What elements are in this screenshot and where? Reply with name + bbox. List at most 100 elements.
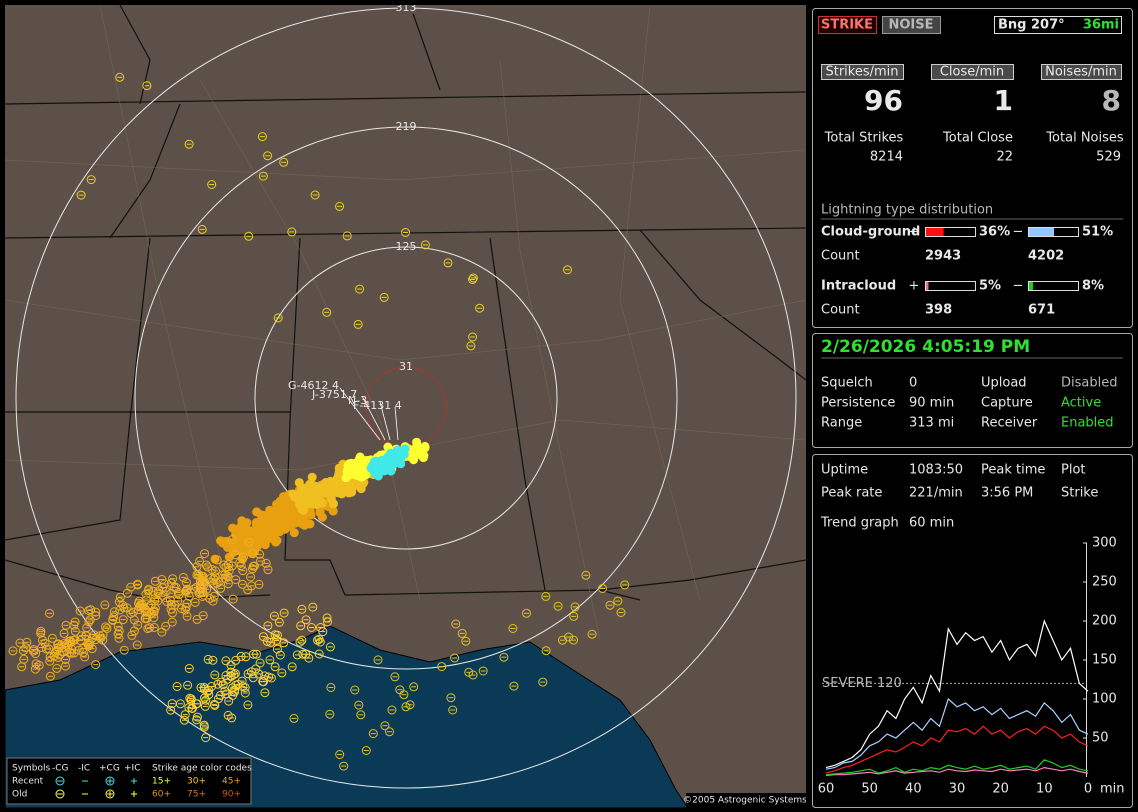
strike-symbol [230,669,240,679]
strike-symbol [468,670,478,680]
strike-symbol [86,605,96,615]
count-label: Count [821,249,860,264]
rate-label-box [931,64,1014,80]
strike-symbol [138,600,147,610]
strike-symbol [385,727,394,737]
strike-symbol [245,536,255,546]
strike-symbol [115,72,125,82]
strike-symbol [203,562,213,572]
strike-symbol [379,292,389,302]
strike-symbol [348,483,358,493]
ring-label: 125 [396,240,417,253]
strike-symbol [122,588,132,598]
strike-button-label[interactable]: STRIKE [821,18,873,33]
strike-symbol [443,258,453,268]
strike-symbol [316,488,326,498]
strike-symbol [322,613,332,623]
strike-button[interactable] [818,16,877,34]
strike-symbol [310,190,320,200]
strike-symbol [361,746,371,755]
strike-symbol [261,558,271,568]
noise-button[interactable] [882,16,941,34]
strike-symbol [75,606,85,616]
strike-symbol [132,640,142,650]
info-field: Peak rate [821,486,882,501]
strike-symbol [361,470,371,480]
strike-symbol [266,637,276,647]
percent-label: 36% [979,225,1010,240]
info-field: Uptime [821,463,868,478]
y-tick-label: 50 [1092,731,1109,746]
strike-symbol [265,505,275,515]
strike-symbol [207,180,217,189]
total-label: Total Noises [1045,131,1124,146]
strike-symbol [279,608,289,618]
map: 313 219 125 31 G-4612 4 J-3751 7 N-3 F-4… [5,5,806,808]
strike-symbol [468,273,478,283]
strike-symbol [569,635,578,645]
strike-symbol [62,639,72,649]
strike-symbol [247,581,257,591]
status-field: 0 [909,376,917,391]
strike-symbol [66,637,76,647]
strike-symbol [167,617,177,627]
strike-symbol [387,705,397,715]
strike-symbol [201,695,211,705]
strike-symbol [192,570,202,580]
strike-symbol [281,500,290,510]
strike-symbol [263,151,273,161]
rate-label-box [1041,64,1122,80]
strike-symbol [272,644,282,654]
legend-text: Recent [12,777,44,787]
strike-symbol [214,694,223,704]
strike-symbol [401,228,410,237]
noise-button-label[interactable]: NOISE [888,18,933,33]
strike-symbol [183,680,193,690]
x-tick-label: 20 [992,782,1009,797]
trend-line [825,759,1089,776]
strike-symbol [194,588,204,598]
bearing-box [994,16,1122,34]
strike-symbol [598,584,607,593]
strike-symbol [569,611,579,621]
strike-symbol [227,535,237,545]
strike-symbol [198,611,208,621]
strike-label: G-4612 4 [288,379,339,392]
strike-symbol [277,668,287,678]
legend-text: +CG [99,764,120,774]
strike-symbol [297,500,307,510]
strike-symbol [318,627,328,637]
strike-symbol [313,635,322,645]
strike-symbol [274,617,284,627]
strike-symbol [451,619,461,629]
strike-symbol [308,602,318,612]
strike-symbol [143,624,153,634]
strike-symbol [231,655,241,665]
strike-symbol [270,662,280,672]
strike-symbol [558,635,567,645]
strike-symbol [620,580,630,590]
x-tick-label: 0 [1084,782,1092,797]
roads [5,5,806,641]
sign: − [1013,279,1024,294]
strike-symbol [165,595,175,605]
strike-label: F-4131 4 [353,399,402,412]
strike-symbol [212,555,222,565]
strike-symbol [373,655,383,665]
strike-symbol [181,577,191,587]
strike-symbol [209,591,219,601]
strike-symbol [258,632,268,642]
strike-symbol [289,713,299,723]
strike-symbol [247,667,256,677]
status-field: Receiver [981,416,1038,431]
map-legend: Symbols -CG -IC +CG +IC Strike age color… [6,757,252,805]
strike-symbol [457,628,467,638]
strike-label: J-3751 7 [311,388,357,401]
strike-symbol [246,572,256,582]
strike-symbol [52,663,62,673]
strike-symbol [200,701,210,711]
strike-symbol [248,549,258,559]
strike-symbol [450,653,460,663]
strike-symbol [248,673,258,683]
